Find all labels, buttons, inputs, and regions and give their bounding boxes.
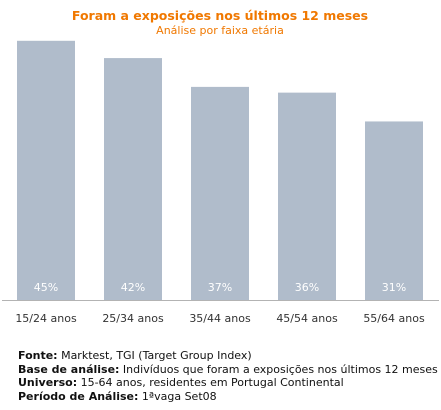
- note-base-key: Base de análise:: [18, 362, 120, 376]
- bar-value-label-5: 31%: [382, 281, 406, 294]
- bar-4: [278, 92, 336, 300]
- note-source: Fonte: Marktest, TGI (Target Group Index…: [18, 349, 438, 363]
- chart-title: Foram a exposições nos últimos 12 meses: [72, 8, 368, 23]
- chart-notes: Fonte: Marktest, TGI (Target Group Index…: [18, 349, 438, 403]
- bar-value-label-4: 36%: [295, 281, 319, 294]
- bar-1: [17, 40, 75, 301]
- x-tick-label-4: 45/54 anos: [276, 312, 338, 325]
- bar-3: [191, 86, 249, 300]
- bar-value-label-2: 42%: [121, 281, 145, 294]
- note-period-key: Período de Análise:: [18, 389, 139, 403]
- note-universe: Universo: 15-64 anos, residentes em Port…: [18, 376, 438, 390]
- bar-5: [365, 121, 423, 300]
- chart-subtitle: Análise por faixa etária: [156, 24, 284, 37]
- x-tick-label-3: 35/44 anos: [189, 312, 251, 325]
- note-period-value: 1ªvaga Set08: [138, 389, 217, 403]
- note-base-value: Indivíduos que foram a exposições nos úl…: [119, 362, 438, 376]
- x-tick-label-5: 55/64 anos: [363, 312, 425, 325]
- bar-value-label-1: 45%: [34, 281, 58, 294]
- note-source-key: Fonte:: [18, 349, 58, 362]
- x-tick-label-2: 25/34 anos: [102, 312, 164, 325]
- note-period: Período de Análise: 1ªvaga Set08: [18, 390, 438, 404]
- note-universe-key: Universo:: [18, 376, 78, 389]
- note-base: Base de análise: Indivíduos que foram a …: [18, 363, 438, 377]
- x-tick-labels: 15/24 anos 25/34 anos 35/44 anos 45/54 anos…: [15, 312, 425, 325]
- bar-chart: Foram a exposições nos últimos 12 meses …: [2, 8, 439, 325]
- bar-2: [104, 58, 162, 300]
- x-tick-label-1: 15/24 anos: [15, 312, 77, 325]
- bars-group: 45% 42% 37% 36% 31%: [17, 40, 423, 301]
- note-universe-value: 15-64 anos, residentes em Portugal Conti…: [77, 376, 344, 389]
- bar-value-label-3: 37%: [208, 281, 232, 294]
- note-source-value: Marktest, TGI (Target Group Index): [57, 349, 252, 362]
